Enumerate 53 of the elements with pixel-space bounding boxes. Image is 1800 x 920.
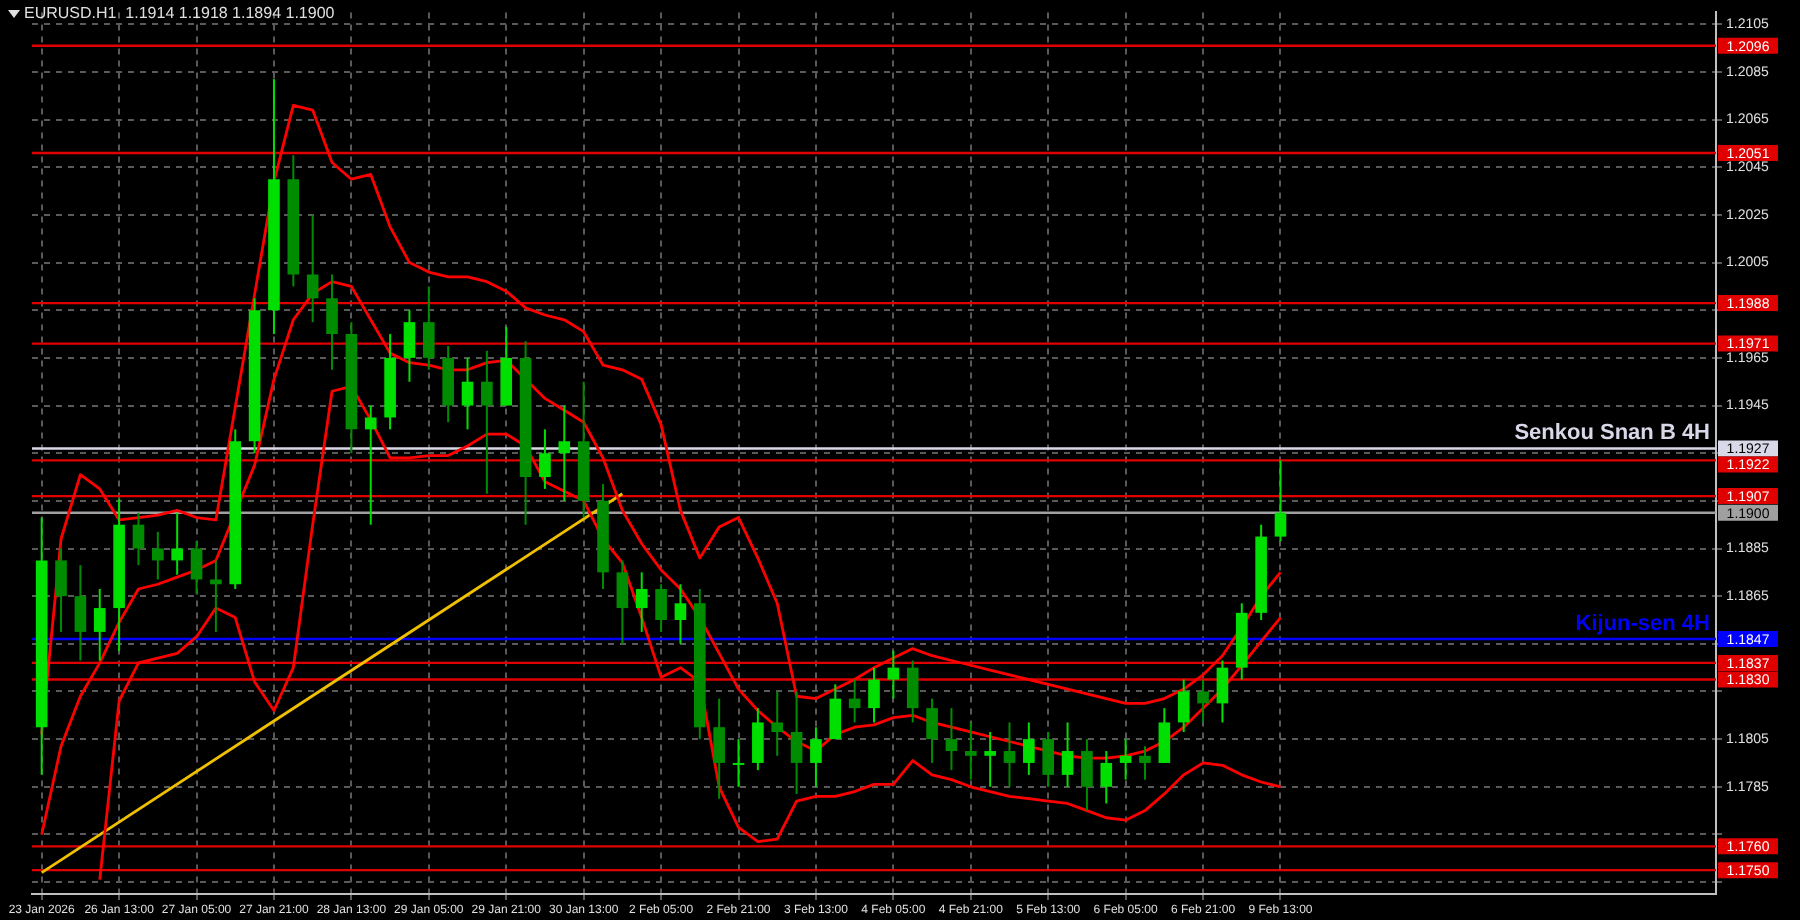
candlestick — [152, 530, 164, 581]
candlestick — [635, 571, 648, 633]
candlestick — [655, 583, 667, 633]
candlestick — [1100, 750, 1113, 805]
candlestick — [132, 511, 145, 567]
annotation: Senkou Snan B 4H — [1514, 421, 1711, 446]
candlestick — [790, 690, 803, 795]
candlestick — [1197, 678, 1209, 724]
candlestick — [1216, 659, 1229, 724]
chart-title: EURUSD.H1 1.1914 1.1918 1.1894 1.1900 — [24, 4, 335, 22]
candlestick — [887, 649, 900, 700]
candlestick — [984, 730, 996, 788]
candlestick — [1119, 738, 1132, 781]
candlestick — [1023, 721, 1035, 776]
candlestick — [171, 511, 183, 576]
candlestick — [732, 738, 745, 788]
candlestick — [1081, 738, 1093, 812]
candlestick — [1003, 721, 1016, 788]
candlestick — [752, 707, 764, 772]
candlestick — [810, 726, 822, 788]
candlestick — [403, 309, 416, 383]
candlestick — [1177, 678, 1190, 733]
candlestick — [481, 349, 493, 495]
candlestick — [1158, 707, 1171, 764]
candlestick — [945, 707, 958, 772]
candlestick — [674, 583, 687, 645]
candlestick — [442, 344, 454, 424]
candlestick — [616, 559, 629, 645]
candlestick — [93, 588, 106, 662]
annotation: Kijun-sen 4H — [1575, 612, 1711, 637]
candlestick — [713, 697, 725, 800]
candlestick — [771, 690, 784, 757]
candlestick — [326, 273, 338, 371]
candlestick — [461, 356, 474, 431]
candlestick — [926, 697, 938, 764]
candlestick — [1042, 730, 1055, 788]
candlestick — [1274, 459, 1287, 543]
candlestick — [190, 540, 203, 595]
candlestick — [364, 404, 377, 526]
candlestick — [558, 404, 571, 502]
candlestick — [964, 721, 977, 781]
candlestick — [1139, 745, 1151, 781]
candlestick — [210, 559, 222, 633]
candlestick — [500, 325, 513, 407]
candlestick — [423, 285, 435, 371]
candlestick — [1061, 721, 1074, 788]
candlestick — [306, 213, 319, 324]
candlestick — [906, 659, 919, 724]
candlestick — [829, 683, 842, 741]
candlestick — [868, 666, 880, 724]
candlestick — [74, 564, 87, 662]
candlestick — [539, 428, 551, 490]
candlestick — [55, 547, 67, 633]
